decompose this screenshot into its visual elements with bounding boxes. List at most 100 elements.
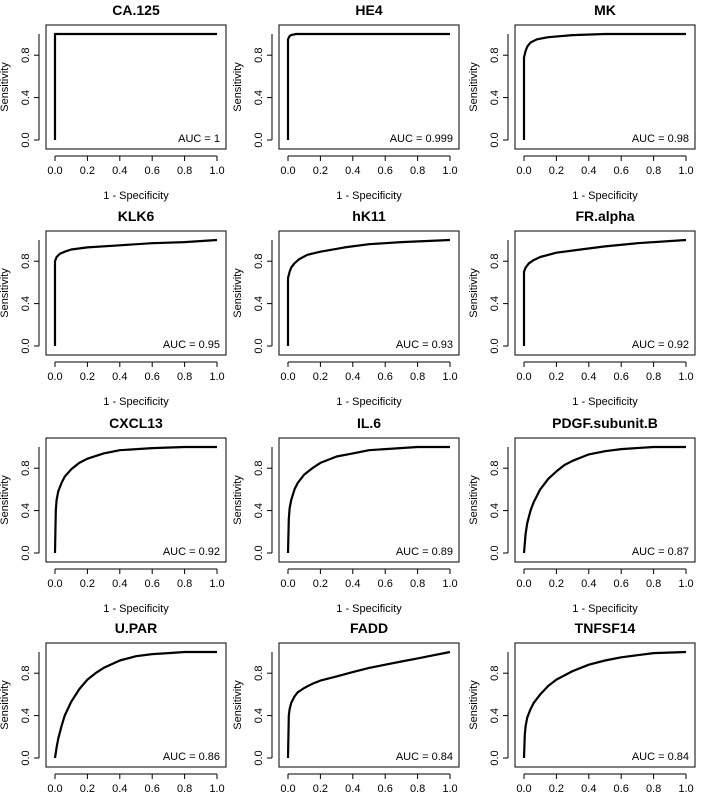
y-tick-label: 0.8 — [253, 666, 265, 681]
auc-label: AUC = 0.95 — [163, 339, 220, 351]
x-tick-label: 0.8 — [410, 165, 425, 177]
x-axis-label: 1 - Specificity — [572, 396, 638, 408]
plot-frame — [514, 437, 696, 563]
x-axis-label: 1 - Specificity — [336, 603, 402, 615]
roc-curve — [286, 238, 451, 346]
x-axis-label: 1 - Specificity — [103, 603, 169, 615]
x-tick-label: 0.6 — [614, 371, 629, 383]
plot-frame — [278, 230, 460, 356]
y-tick-label: 0.8 — [253, 461, 265, 476]
y-tick-label: 0.8 — [253, 254, 265, 269]
x-tick-label: 1.0 — [678, 165, 693, 177]
plot-frame — [278, 642, 460, 768]
y-tick-label: 0.0 — [253, 750, 265, 765]
x-tick-label: 0.0 — [47, 578, 62, 590]
x-tick-label: 0.2 — [80, 371, 95, 383]
roc-panel: CXCL13 0.0 0.2 0.4 0.6 0.8 1.0 0.0 0.4 0.8 1 - Spe… — [0, 415, 227, 615]
x-tick-label: 0.6 — [378, 165, 393, 177]
y-axis-label: Sensitivity — [468, 268, 480, 318]
y-axis-label: Sensitivity — [0, 268, 11, 318]
x-tick-label: 0.4 — [345, 165, 360, 177]
y-tick-label: 0.8 — [489, 461, 501, 476]
x-tick-label: 0.6 — [145, 165, 160, 177]
roc-curve — [53, 32, 217, 140]
y-tick-label: 0.0 — [20, 338, 32, 353]
panel-title: MK — [594, 2, 616, 18]
roc-curve — [522, 238, 687, 346]
x-tick-label: 0.8 — [646, 578, 661, 590]
roc-curve — [53, 445, 217, 554]
y-tick-label: 0.0 — [489, 338, 501, 353]
x-tick-label: 0.6 — [378, 783, 393, 795]
y-tick-label: 0.0 — [20, 545, 32, 560]
plot-frame — [45, 437, 227, 563]
y-tick-label: 0.0 — [253, 132, 265, 147]
x-tick-label: 0.4 — [581, 783, 596, 795]
y-axis-label: Sensitivity — [0, 475, 11, 525]
x-tick-label: 0.0 — [516, 371, 531, 383]
x-tick-label: 0.6 — [614, 578, 629, 590]
y-axis-label: Sensitivity — [468, 475, 480, 525]
x-tick-label: 0.4 — [581, 578, 596, 590]
x-tick-label: 0.2 — [549, 165, 564, 177]
x-axis-label: 1 - Specificity — [572, 190, 638, 202]
x-tick-label: 0.0 — [280, 371, 295, 383]
x-tick-label: 0.4 — [345, 578, 360, 590]
x-tick-label: 0.0 — [516, 578, 531, 590]
y-tick-label: 0.8 — [20, 254, 32, 269]
panel-title: KLK6 — [118, 208, 155, 224]
y-tick-label: 0.8 — [489, 48, 501, 63]
x-tick-label: 1.0 — [678, 371, 693, 383]
roc-panel: FR.alpha 0.0 0.2 0.4 0.6 0.8 1.0 0.0 0.4 0.8 1 - S… — [468, 208, 696, 408]
roc-curve — [286, 445, 450, 554]
x-tick-label: 0.0 — [47, 783, 62, 795]
x-tick-label: 0.2 — [80, 783, 95, 795]
roc-curve — [53, 238, 218, 346]
y-tick-label: 0.4 — [489, 296, 501, 311]
y-tick-label: 0.4 — [489, 708, 501, 723]
y-tick-label: 0.8 — [253, 48, 265, 63]
x-tick-label: 0.4 — [345, 783, 360, 795]
y-tick-label: 0.4 — [20, 296, 32, 311]
x-axis-label: 1 - Specificity — [103, 396, 169, 408]
y-tick-label: 0.4 — [253, 90, 265, 105]
x-tick-label: 0.8 — [177, 783, 192, 795]
x-tick-label: 0.4 — [112, 165, 127, 177]
x-tick-label: 0.8 — [410, 578, 425, 590]
y-tick-label: 0.4 — [20, 90, 32, 105]
plot-frame — [514, 642, 696, 768]
x-tick-label: 0.8 — [646, 371, 661, 383]
x-tick-label: 0.0 — [280, 783, 295, 795]
y-tick-label: 0.8 — [489, 666, 501, 681]
roc-panel: HE4 0.0 0.2 0.4 0.6 0.8 1.0 0.0 0.4 0.8 1 - Specif… — [232, 2, 460, 202]
x-tick-label: 1.0 — [442, 165, 457, 177]
y-tick-label: 0.4 — [489, 503, 501, 518]
y-tick-label: 0.0 — [489, 750, 501, 765]
y-tick-label: 0.4 — [20, 503, 32, 518]
x-tick-label: 0.2 — [313, 578, 328, 590]
x-tick-label: 0.4 — [112, 783, 127, 795]
roc-curve — [522, 650, 687, 759]
x-tick-label: 0.8 — [177, 578, 192, 590]
auc-label: AUC = 0.84 — [632, 751, 689, 763]
auc-label: AUC = 0.87 — [632, 546, 689, 558]
y-tick-label: 0.8 — [489, 254, 501, 269]
y-axis-label: Sensitivity — [468, 680, 480, 730]
x-tick-label: 0.0 — [280, 578, 295, 590]
roc-panel: IL.6 0.0 0.2 0.4 0.6 0.8 1.0 0.0 0.4 0.8 1 - Speci… — [232, 415, 460, 615]
y-tick-label: 0.8 — [20, 666, 32, 681]
y-tick-label: 0.0 — [253, 338, 265, 353]
x-tick-label: 0.2 — [80, 578, 95, 590]
x-tick-label: 1.0 — [442, 578, 457, 590]
x-tick-label: 1.0 — [209, 165, 224, 177]
panel-title: FADD — [350, 620, 388, 636]
x-tick-label: 1.0 — [209, 578, 224, 590]
roc-curve — [522, 445, 686, 554]
y-axis-label: Sensitivity — [232, 62, 244, 112]
y-tick-label: 0.4 — [489, 90, 501, 105]
auc-label: AUC = 0.92 — [163, 546, 220, 558]
